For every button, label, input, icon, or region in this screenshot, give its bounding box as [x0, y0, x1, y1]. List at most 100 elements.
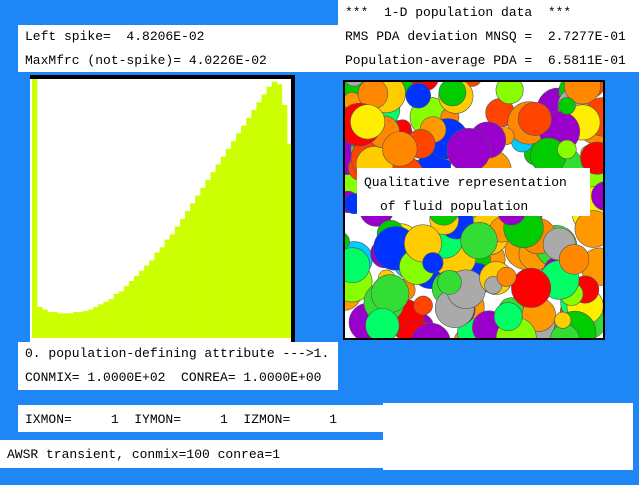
histogram-bar — [210, 172, 216, 338]
histogram-bar — [287, 143, 293, 338]
histogram-bar — [185, 211, 191, 338]
histogram-bar — [77, 312, 84, 338]
histogram-bar — [271, 81, 278, 338]
histogram-bar — [174, 226, 181, 338]
population-label: Qualitative representation — [364, 175, 567, 190]
status-bar: AWSR transient, conmix=100 conrea=1 — [0, 440, 383, 468]
bubble — [558, 97, 576, 115]
histogram-bar — [98, 304, 104, 338]
histogram-bar — [139, 270, 145, 338]
histogram-bar — [88, 309, 94, 338]
histogram-bar — [37, 306, 43, 338]
histogram-bar — [57, 313, 63, 338]
info-rms: RMS PDA deviation MNSQ = 2.7277E-01 — [345, 29, 626, 44]
histogram-bar — [179, 218, 186, 338]
histogram-bar — [230, 141, 237, 338]
constants-text: CONMIX= 1.0000E+02 CONREA= 1.0000E+00 — [25, 370, 322, 385]
population-label: of fluid population — [380, 199, 528, 214]
histogram-bar — [200, 187, 206, 338]
histogram-bar — [246, 117, 252, 338]
attribute-panel: 0. population-defining attribute --->1. … — [18, 342, 338, 390]
bubble — [405, 82, 432, 109]
histogram-bar — [72, 312, 79, 338]
bubble — [564, 82, 601, 105]
monitor-text: IXMON= 1 IYMON= 1 IZMON= 1 — [25, 412, 338, 427]
bubble — [365, 308, 400, 338]
histogram-bar — [128, 281, 135, 338]
histogram-bar — [169, 234, 176, 338]
bubble — [591, 181, 603, 211]
histogram-bar — [67, 313, 74, 338]
histogram-bar — [225, 148, 232, 338]
bubble — [446, 128, 491, 173]
bubble — [580, 141, 603, 175]
histogram-bar — [251, 110, 257, 338]
bubble — [411, 322, 451, 338]
bubble — [438, 82, 467, 107]
histogram-bar — [32, 79, 38, 338]
bubble — [460, 222, 498, 260]
info-average: Population-average PDA = 6.5811E-01 — [345, 53, 626, 68]
info-panel: *** 1-D population data *** RMS PDA devi… — [338, 0, 639, 72]
blank-panel — [383, 403, 633, 470]
histogram-bar — [154, 252, 160, 338]
histogram-bar — [276, 84, 283, 339]
bubble — [511, 267, 552, 308]
histogram-bar — [108, 299, 114, 338]
bubble — [345, 247, 371, 284]
bubble — [495, 82, 524, 105]
histogram-bar — [93, 306, 99, 338]
monitor-panel: IXMON= 1 IYMON= 1 IZMON= 1 — [18, 405, 383, 432]
bubble — [350, 104, 386, 140]
histogram-bar — [236, 133, 242, 338]
histogram-bar — [261, 94, 267, 338]
bubble — [370, 274, 410, 313]
histogram-bar — [256, 102, 262, 338]
bubble — [345, 82, 363, 87]
histogram-bar — [144, 265, 150, 338]
histogram-bar — [205, 180, 211, 338]
histogram-bar — [241, 125, 247, 339]
histogram — [32, 79, 293, 339]
bubble — [554, 311, 572, 329]
histogram-bar — [113, 293, 119, 338]
bubble — [496, 266, 517, 287]
histogram-bar — [195, 195, 201, 338]
bubble — [382, 131, 418, 167]
histogram-bar — [118, 291, 125, 338]
histogram-bar — [134, 275, 140, 338]
bubble — [345, 233, 350, 250]
bubble — [517, 101, 552, 136]
population-label-box — [357, 168, 590, 216]
status-text: AWSR transient, conmix=100 conrea=1 — [7, 447, 281, 462]
info-title: *** 1-D population data *** — [345, 5, 572, 20]
histogram-bar — [103, 301, 109, 338]
histogram-bar — [190, 203, 196, 338]
histogram-bar — [52, 312, 58, 338]
histogram-bar — [62, 313, 68, 338]
histogram-bar — [47, 312, 53, 338]
histogram-bar — [83, 310, 89, 338]
bubble — [437, 270, 462, 295]
histogram-bar — [281, 104, 288, 339]
left-spike: Left spike= 4.8206E-02 — [25, 29, 205, 44]
histogram-bar — [164, 239, 170, 338]
histogram-bar — [159, 247, 165, 338]
histogram-bar — [220, 156, 227, 338]
bubble — [558, 244, 590, 275]
bubble — [422, 252, 444, 274]
attribute-text: 0. population-defining attribute --->1. — [25, 346, 330, 361]
histogram-bar — [123, 286, 130, 338]
histogram-bar — [149, 260, 155, 338]
max-mfrc: MaxMfrc (not-spike)= 4.0226E-02 — [25, 53, 267, 68]
histogram-bar — [215, 164, 221, 338]
histogram-bar — [266, 86, 272, 339]
bubble — [557, 139, 577, 160]
bubble — [574, 210, 603, 248]
histogram-bar — [42, 309, 48, 338]
spike-panel: Left spike= 4.8206E-02 MaxMfrc (not-spik… — [18, 25, 338, 72]
bubble — [413, 295, 433, 316]
bubble — [493, 302, 523, 331]
